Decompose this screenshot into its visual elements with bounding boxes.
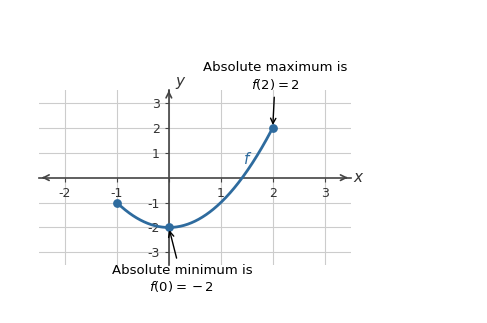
Point: [269, 125, 277, 130]
Text: y: y: [175, 74, 184, 89]
Point: [113, 200, 121, 205]
Text: f: f: [244, 152, 249, 167]
Text: Absolute minimum is
$f(0) = -2$: Absolute minimum is $f(0) = -2$: [112, 232, 252, 294]
Text: x: x: [353, 170, 362, 185]
Point: [165, 225, 173, 230]
Text: Absolute maximum is
$f(2) = 2$: Absolute maximum is $f(2) = 2$: [203, 61, 348, 123]
